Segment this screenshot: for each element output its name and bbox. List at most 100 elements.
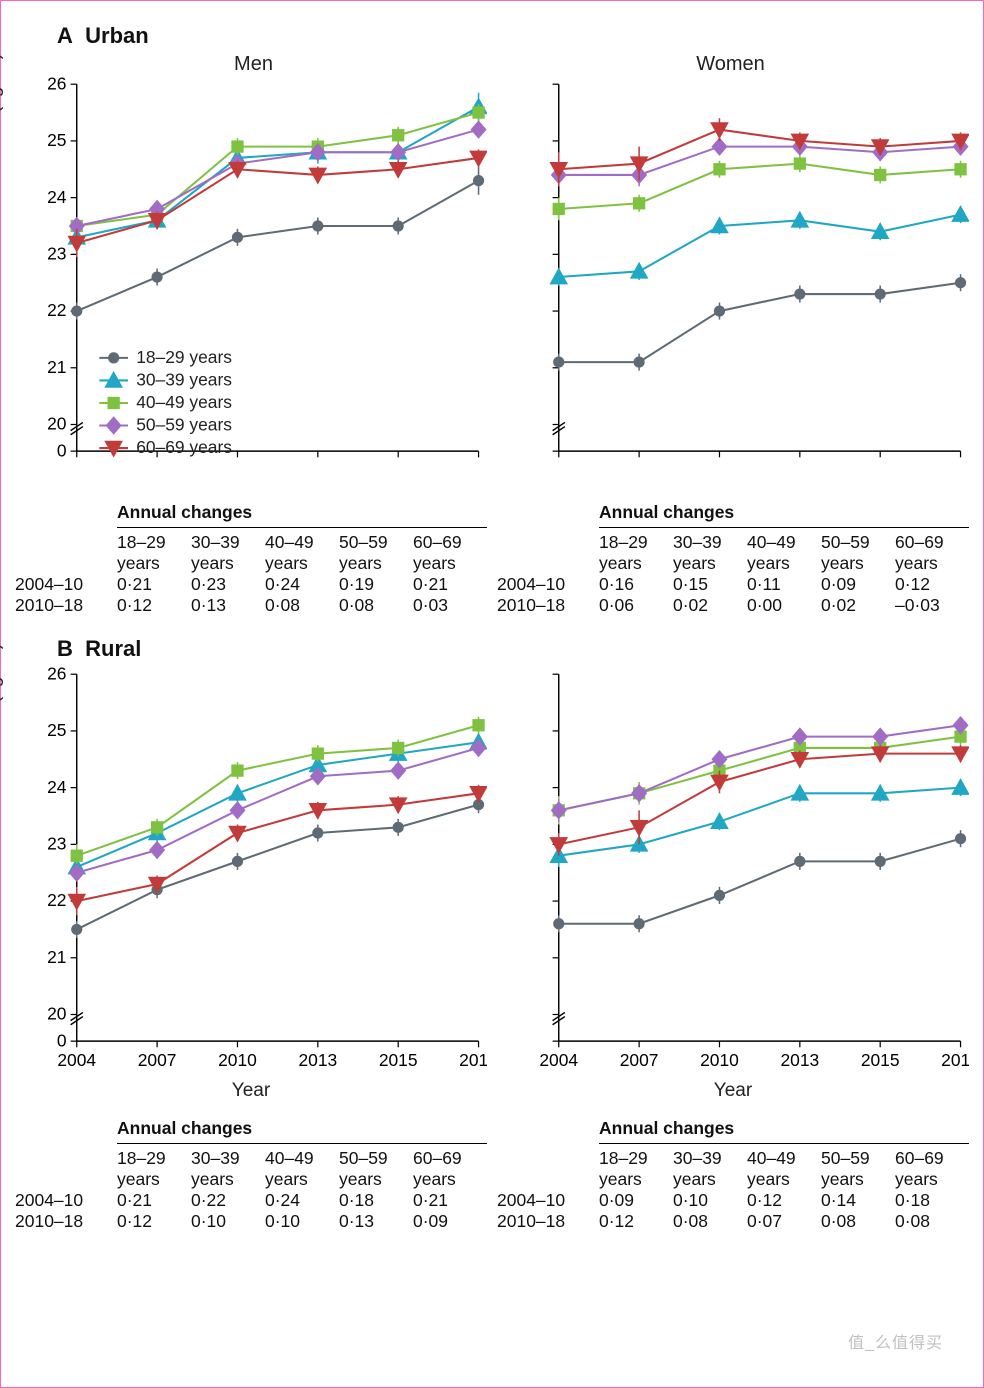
x-axis-label: Year (15, 1080, 487, 1102)
annual-change-value: 0·23 (191, 574, 265, 595)
svg-text:23: 23 (47, 243, 66, 263)
chart-a-women (497, 76, 969, 486)
period-label: 2004–10 (15, 574, 117, 595)
annual-change-value: 0·08 (895, 1211, 969, 1232)
annual-table-b-women: Annual changes 18–29years30–39years40–49… (497, 1118, 969, 1232)
age-col-header: 50–59years (821, 532, 895, 574)
panel-b-label: Rural (85, 636, 141, 661)
age-col-header: 50–59years (339, 1148, 413, 1190)
panel-a-title: A Urban (57, 23, 969, 49)
svg-text:2015: 2015 (861, 1050, 900, 1070)
svg-text:26: 26 (47, 76, 66, 93)
svg-text:21: 21 (47, 357, 66, 377)
annual-change-value: 0·22 (191, 1190, 265, 1211)
annual-change-value: 0·12 (895, 574, 969, 595)
annual-changes-title: Annual changes (117, 502, 487, 528)
watermark-text: 值_么值得买 (848, 1329, 943, 1353)
svg-text:0: 0 (57, 440, 67, 460)
age-col-header: 30–39years (191, 532, 265, 574)
age-col-header: 18–29years (599, 1148, 673, 1190)
annual-table-a-men: Annual changes 18–29years30–39years40–49… (15, 502, 487, 616)
annual-change-value: 0·13 (191, 595, 265, 616)
panel-letter: A (57, 23, 73, 48)
svg-text:20: 20 (47, 414, 66, 434)
period-label: 2010–18 (15, 595, 117, 616)
age-col-header: 50–59years (821, 1148, 895, 1190)
chart-b-men: Mean BMI (kg/m²) 02021222324252620042007… (15, 666, 487, 1076)
svg-text:22: 22 (47, 890, 66, 910)
age-col-header: 30–39years (191, 1148, 265, 1190)
annual-change-value: 0·09 (413, 1211, 487, 1232)
annual-change-value: 0·18 (339, 1190, 413, 1211)
age-col-header: 60–69years (413, 532, 487, 574)
annual-changes-title: Annual changes (117, 1118, 487, 1144)
svg-text:40–49 years: 40–49 years (136, 392, 232, 412)
period-label: 2004–10 (497, 574, 599, 595)
svg-text:2007: 2007 (138, 1050, 177, 1070)
panel-a-label: Urban (85, 23, 149, 48)
annual-table-a-women: Annual changes 18–29years30–39years40–49… (497, 502, 969, 616)
svg-text:2018: 2018 (459, 1050, 487, 1070)
age-col-header: 30–39years (673, 1148, 747, 1190)
annual-change-value: 0·09 (599, 1190, 673, 1211)
svg-text:26: 26 (47, 666, 66, 683)
chart-a-men: Mean BMI (kg/m²) 02021222324252618–29 ye… (15, 76, 487, 486)
annual-change-value: 0·10 (673, 1190, 747, 1211)
svg-text:18–29 years: 18–29 years (136, 347, 232, 367)
annual-change-value: –0·03 (895, 595, 969, 616)
svg-text:20: 20 (47, 1004, 66, 1024)
period-label: 2004–10 (15, 1190, 117, 1211)
age-col-header: 60–69years (413, 1148, 487, 1190)
period-label: 2010–18 (15, 1211, 117, 1232)
chart-svg: 200420072010201320152018 (497, 666, 969, 1076)
svg-text:21: 21 (47, 947, 66, 967)
annual-change-value: 0·08 (673, 1211, 747, 1232)
chart-pair-b: Mean BMI (kg/m²) 02021222324252620042007… (15, 666, 969, 1076)
age-col-header: 40–49years (747, 1148, 821, 1190)
age-col-header: 50–59years (339, 532, 413, 574)
chart-svg: 02021222324252618–29 years30–39 years40–… (15, 76, 487, 486)
annual-change-value: 0·02 (673, 595, 747, 616)
chart-svg: 020212223242526200420072010201320152018 (15, 666, 487, 1076)
age-col-header: 60–69years (895, 532, 969, 574)
sex-titles-a: Men Women (15, 53, 969, 76)
svg-text:2010: 2010 (700, 1050, 739, 1070)
annual-change-value: 0·13 (339, 1211, 413, 1232)
age-col-header: 40–49years (747, 532, 821, 574)
annual-change-value: 0·07 (747, 1211, 821, 1232)
chart-svg (497, 76, 969, 486)
annual-change-value: 0·18 (895, 1190, 969, 1211)
annual-change-value: 0·24 (265, 1190, 339, 1211)
panel-letter: B (57, 636, 73, 661)
annual-change-value: 0·21 (413, 574, 487, 595)
annual-change-value: 0·08 (821, 1211, 895, 1232)
period-label: 2010–18 (497, 595, 599, 616)
svg-text:25: 25 (47, 720, 66, 740)
women-title: Women (492, 53, 969, 76)
annual-table-b-men: Annual changes 18–29years30–39years40–49… (15, 1118, 487, 1232)
annual-change-value: 0·12 (117, 595, 191, 616)
panel-a: A Urban Men Women Mean BMI (kg/m²) 02021… (15, 21, 969, 634)
age-col-header: 18–29years (117, 1148, 191, 1190)
panel-b: B Rural Mean BMI (kg/m²) 020212223242526… (15, 634, 969, 1250)
annual-change-value: 0·10 (191, 1211, 265, 1232)
svg-text:2015: 2015 (379, 1050, 418, 1070)
y-axis-label: Mean BMI (kg/m²) (0, 643, 5, 795)
age-col-header: 30–39years (673, 532, 747, 574)
annual-change-value: 0·09 (821, 574, 895, 595)
chart-b-women: 200420072010201320152018 (497, 666, 969, 1076)
svg-text:24: 24 (47, 187, 67, 207)
svg-text:2010: 2010 (218, 1050, 257, 1070)
x-axis-label: Year (497, 1080, 969, 1102)
annual-change-value: 0·11 (747, 574, 821, 595)
svg-text:0: 0 (57, 1030, 67, 1050)
annual-change-value: 0·21 (117, 574, 191, 595)
annual-change-value: 0·03 (413, 595, 487, 616)
age-col-header: 40–49years (265, 532, 339, 574)
men-title: Men (15, 53, 492, 76)
annual-change-value: 0·12 (599, 1211, 673, 1232)
y-axis-label: Mean BMI (kg/m²) (0, 53, 5, 205)
svg-text:23: 23 (47, 833, 66, 853)
annual-change-value: 0·15 (673, 574, 747, 595)
svg-text:50–59 years: 50–59 years (136, 415, 232, 435)
